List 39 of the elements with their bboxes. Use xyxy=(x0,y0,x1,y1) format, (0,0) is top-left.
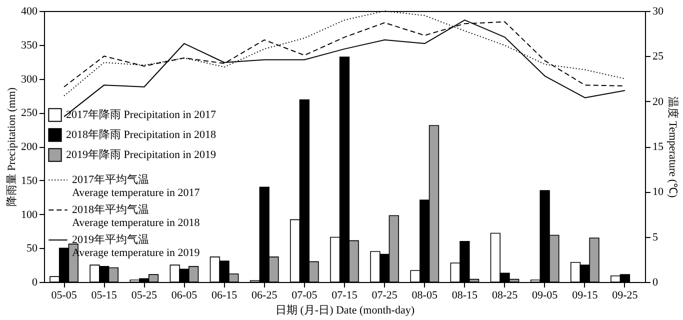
x-tick-label: 06-25 xyxy=(252,290,278,302)
y2-tick-label: 20 xyxy=(652,96,664,108)
x-tick-label: 09-05 xyxy=(532,290,558,302)
x-tick-label: 09-15 xyxy=(572,290,598,302)
y2-tick-label: 15 xyxy=(652,141,664,153)
x-tick-label: 05-25 xyxy=(131,290,158,302)
x-tick-label: 05-15 xyxy=(91,290,118,302)
y2-axis-title: 温度 Temperature (℃) xyxy=(666,96,680,198)
y2-tick-label: 25 xyxy=(652,50,664,63)
y2-tick-label: 30 xyxy=(652,6,664,18)
y-tick-label: 150 xyxy=(21,174,38,187)
x-tick-label: 05-05 xyxy=(51,290,78,302)
y-tick-label: 400 xyxy=(21,6,38,18)
legend-label: 2017年平均气温 Average temperature in 2017 xyxy=(72,174,200,199)
legend-label: 2019年降雨 Precipitation in 2019 xyxy=(66,149,217,161)
x-tick-label: 06-05 xyxy=(171,290,198,302)
y2-tick-label: 0 xyxy=(652,276,658,288)
y-tick-label: 250 xyxy=(21,107,38,120)
x-axis-title: 日期 (月-日) Date (month-day) xyxy=(276,304,415,316)
legend-label: 2017年降雨 Precipitation in 2017 xyxy=(66,109,217,121)
y-tick-label: 0 xyxy=(32,276,38,288)
y-tick-label: 300 xyxy=(21,73,38,86)
x-tick-label: 07-15 xyxy=(332,290,358,302)
x-tick-label: 07-25 xyxy=(372,290,398,302)
y2-tick-label: 10 xyxy=(652,186,664,198)
y-tick-label: 200 xyxy=(21,141,38,153)
x-tick-label: 09-25 xyxy=(612,290,638,302)
y2-tick-label: 5 xyxy=(652,231,658,244)
legend-label: 2018年平均气温 Average temperature in 2018 xyxy=(72,204,200,229)
y-tick-label: 50 xyxy=(26,242,38,255)
y-tick-label: 350 xyxy=(21,39,38,52)
x-tick-label: 08-25 xyxy=(492,290,518,302)
y-tick-label: 100 xyxy=(21,208,38,221)
x-tick-label: 08-05 xyxy=(412,290,438,302)
x-tick-label: 06-15 xyxy=(211,290,238,302)
x-tick-label: 07-05 xyxy=(292,290,318,302)
y-axis-title: 降雨量 Precipitation (mm) xyxy=(6,87,18,207)
legend-label: 2018年降雨 Precipitation in 2018 xyxy=(66,129,217,141)
x-tick-label: 08-15 xyxy=(452,290,478,302)
